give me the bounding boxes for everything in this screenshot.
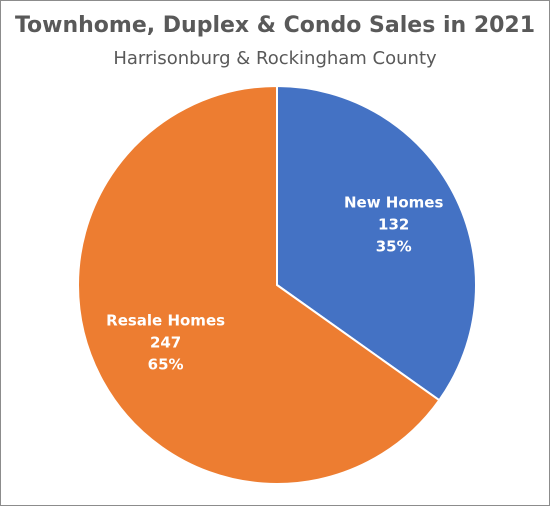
slice-label-resale-homes: Resale Homes 247 65% (106, 312, 225, 374)
slice-label-new-homes: New Homes 132 35% (344, 194, 443, 256)
pie-slice-resale-homes (77, 84, 441, 485)
slice-percent: 35% (376, 238, 412, 256)
slice-name: Resale Homes (106, 312, 225, 330)
slice-name: New Homes (344, 194, 443, 212)
slice-percent: 65% (148, 356, 184, 374)
slice-value: 247 (150, 334, 181, 352)
chart-subtitle: Harrisonburg & Rockingham County (113, 48, 437, 69)
slice-value: 132 (378, 216, 409, 234)
chart-title: Townhome, Duplex & Condo Sales in 2021 (14, 13, 536, 38)
pie-slice-new-homes (276, 84, 477, 402)
